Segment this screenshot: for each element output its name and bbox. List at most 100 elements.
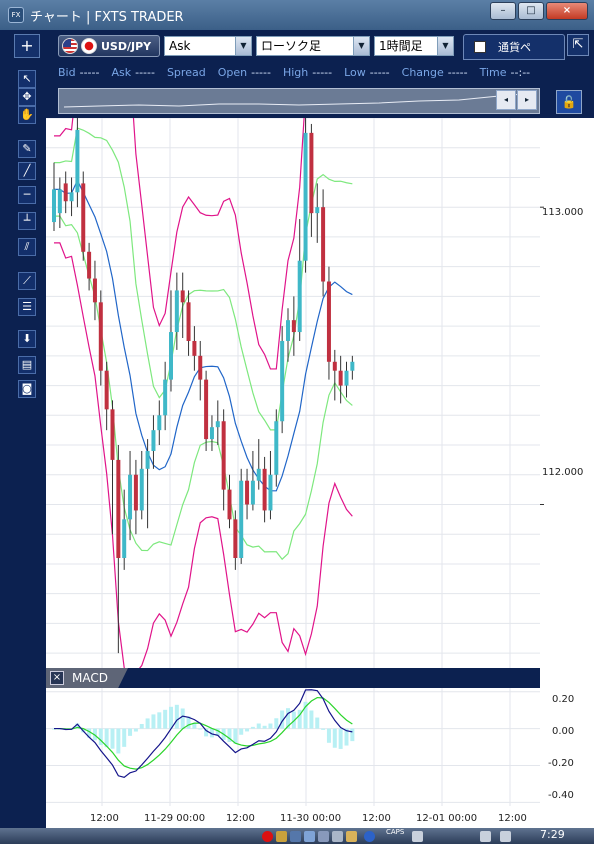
time-axis: 12:00 11-29 00:00 12:00 11-30 00:00 12:0… xyxy=(46,806,594,828)
ime-icon[interactable] xyxy=(290,831,301,842)
navigator-prev-button[interactable]: ◂ xyxy=(496,90,516,110)
app-icon: FX xyxy=(8,7,24,23)
chart-type-select[interactable]: ローソク足 ▼ xyxy=(256,36,370,56)
price-scale-canvas xyxy=(540,206,544,505)
macd-histogram-bar xyxy=(110,728,115,749)
candle-body xyxy=(204,379,209,440)
horizontal-line-tool[interactable]: ─ xyxy=(18,186,36,204)
candle-body xyxy=(75,129,80,193)
macd-histogram-bar xyxy=(87,728,92,738)
tool-icon[interactable] xyxy=(332,831,343,842)
chart-toolbar: + USD/JPY Ask ▼ ローソク足 ▼ 1時間足 ▼ 通貨ペ ⇱ xyxy=(0,30,594,62)
device-icon[interactable] xyxy=(318,831,329,842)
low-value: ----- xyxy=(369,66,390,79)
navigator-overview[interactable] xyxy=(58,88,540,114)
macd-histogram-bar xyxy=(250,726,255,729)
macd-tick-label: -0.40 xyxy=(548,790,574,801)
candle-body xyxy=(321,207,326,282)
currency-pair-tab[interactable]: 通貨ペ xyxy=(463,34,565,60)
ime-mode-icon[interactable] xyxy=(412,831,423,842)
vertical-line-tool[interactable]: ┴ xyxy=(18,212,36,230)
fibonacci-retracement-tool[interactable]: ☰ xyxy=(18,298,36,316)
collapse-icon[interactable]: ⇱ xyxy=(567,34,589,56)
candle-body xyxy=(145,450,150,469)
macd-title: MACD xyxy=(72,671,108,685)
chevron-down-icon: ▼ xyxy=(437,37,453,55)
navigator-next-button[interactable]: ▸ xyxy=(517,90,537,110)
add-chart-button[interactable]: + xyxy=(14,34,40,58)
candle-body xyxy=(151,430,156,451)
macd-chart[interactable] xyxy=(46,688,540,806)
chevron-down-icon: ▼ xyxy=(353,37,369,55)
macd-histogram-bar xyxy=(350,728,355,742)
fibonacci-fan-tool[interactable]: ⟋ xyxy=(18,272,36,290)
close-button[interactable]: × xyxy=(546,2,588,20)
time-tick-label: 12-01 00:00 xyxy=(416,813,478,824)
help-icon[interactable] xyxy=(364,831,375,842)
candle-body xyxy=(69,192,74,202)
macd-tick-label: 0.00 xyxy=(552,726,575,737)
candle-body xyxy=(198,355,203,380)
price-type-select[interactable]: Ask ▼ xyxy=(164,36,252,56)
window-title: チャート | FXTS TRADER xyxy=(30,9,184,25)
minimize-button[interactable]: – xyxy=(490,2,516,20)
channel-tool[interactable]: ⫽ xyxy=(18,238,36,256)
macd-histogram-bar xyxy=(256,723,261,729)
cursor-tool[interactable]: ↖ xyxy=(18,70,36,88)
macd-histogram-bar xyxy=(151,714,156,729)
candle-body xyxy=(98,302,103,371)
list-tool[interactable]: ▤ xyxy=(18,356,36,374)
macd-histogram-bar xyxy=(174,704,179,729)
candle-body xyxy=(169,332,173,380)
chart-type-value: ローソク足 xyxy=(261,39,322,53)
currency-pair-checkbox[interactable] xyxy=(474,41,486,53)
macd-close-button[interactable]: × xyxy=(50,671,64,685)
macd-histogram-bar xyxy=(245,728,250,732)
keyboard-icon[interactable] xyxy=(276,831,287,842)
crosshair-tool[interactable]: ✥ xyxy=(18,88,36,106)
macd-histogram-bar xyxy=(198,728,203,730)
hand-tool[interactable]: ✋ xyxy=(18,106,36,124)
folder-icon[interactable] xyxy=(346,831,357,842)
candle-body xyxy=(233,519,238,558)
macd-histogram-bar xyxy=(332,728,337,748)
price-chart[interactable] xyxy=(46,118,540,668)
currency-pair-tab-label: 通貨ペ xyxy=(498,41,531,54)
moving-average-line xyxy=(54,179,353,492)
macd-line xyxy=(54,689,353,779)
candle-body xyxy=(163,379,168,416)
navigator-sparkline xyxy=(63,92,538,108)
ask-value: ----- xyxy=(135,66,155,79)
flag-icon[interactable] xyxy=(480,831,491,842)
candle-body xyxy=(110,409,115,460)
timeframe-select[interactable]: 1時間足 ▼ xyxy=(374,36,454,56)
macd-histogram-bar xyxy=(344,728,349,746)
maximize-button[interactable]: □ xyxy=(518,2,544,20)
candle-body xyxy=(186,302,191,341)
macd-histogram-bar xyxy=(169,706,173,729)
alert-icon[interactable] xyxy=(262,831,273,842)
time-tick-label: 12:00 xyxy=(498,813,527,824)
camera-tool[interactable]: ◙ xyxy=(18,380,36,398)
macd-histogram-bar xyxy=(180,708,185,729)
low-label: Low xyxy=(344,66,366,79)
pen-tool[interactable]: ✎ xyxy=(18,140,36,158)
macd-histogram-bar xyxy=(209,728,214,738)
macd-histogram-bar xyxy=(274,718,279,729)
down-arrow-tool[interactable]: ⬇ xyxy=(18,330,36,348)
trendline-tool[interactable]: ╱ xyxy=(18,162,36,180)
network-icon[interactable] xyxy=(304,831,315,842)
unlock-icon[interactable]: 🔓 xyxy=(556,90,582,114)
macd-histogram-bar xyxy=(133,728,138,732)
macd-histogram-bar xyxy=(215,728,220,736)
change-label: Change xyxy=(401,66,444,79)
price-scale: 113.000 112.000 0.20 0.00 -0.20 -0.40 xyxy=(540,118,594,808)
candle-body xyxy=(250,480,255,505)
symbol-button[interactable]: USD/JPY xyxy=(58,35,160,57)
candle-body xyxy=(291,320,296,333)
candle-body xyxy=(350,361,355,371)
timeframe-value: 1時間足 xyxy=(379,39,423,53)
price-chart-canvas xyxy=(46,118,540,668)
volume-icon[interactable] xyxy=(500,831,511,842)
bollinger-upper-line xyxy=(54,118,305,370)
